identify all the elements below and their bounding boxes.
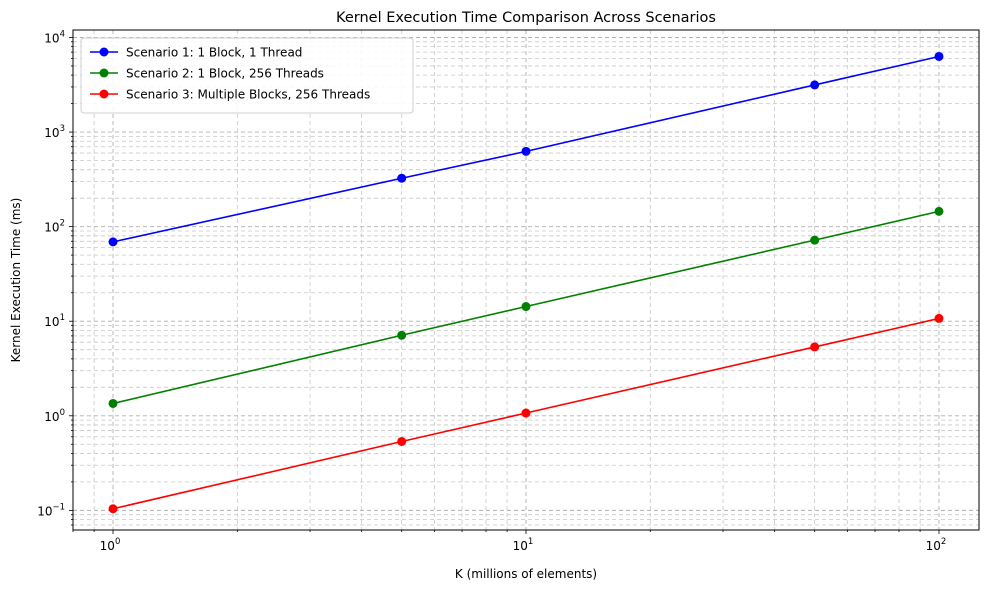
series-2-point: [810, 235, 820, 245]
series-2: [108, 206, 944, 408]
legend-item: Scenario 3: Multiple Blocks, 256 Threads: [90, 88, 370, 102]
x-tick-label: 102: [926, 537, 947, 553]
x-tick-label: 101: [513, 537, 534, 553]
series-2-point: [397, 330, 407, 340]
series-2-point: [521, 302, 531, 312]
y-tick-label: 101: [44, 313, 65, 329]
legend-box: [80, 37, 414, 114]
y-axis-label: Kernel Execution Time (ms): [9, 198, 23, 363]
x-axis-label: K (millions of elements): [455, 567, 597, 581]
series-3-point: [108, 504, 118, 514]
legend-item: Scenario 1: 1 Block, 1 Thread: [90, 46, 302, 60]
y-tick-label: 102: [44, 219, 65, 235]
series-1-point: [521, 146, 531, 156]
y-tick-label: 100: [44, 408, 65, 424]
series-3-point: [521, 408, 531, 418]
x-tick-label: 100: [100, 537, 121, 553]
legend-label: Scenario 3: Multiple Blocks, 256 Threads: [126, 88, 370, 102]
legend-marker: [99, 89, 109, 99]
chart-title: Kernel Execution Time Comparison Across …: [336, 10, 716, 26]
series-1-point: [934, 51, 944, 61]
legend: Scenario 1: 1 Block, 1 Thread Scenario 2:…: [80, 37, 414, 114]
y-tick-label: 103: [44, 124, 65, 140]
series-layer: [108, 51, 944, 514]
x-axis-ticks: 100 101 102: [72, 530, 947, 553]
series-1: [108, 51, 944, 247]
series-1-point: [397, 173, 407, 183]
series-3-point: [810, 342, 820, 352]
series-1-point: [108, 237, 118, 247]
legend-label: Scenario 2: 1 Block, 256 Threads: [126, 67, 324, 81]
series-2-point: [108, 398, 118, 408]
legend-item: Scenario 2: 1 Block, 256 Threads: [90, 67, 324, 81]
y-axis-ticks: 10−1 100 101 102 103 104: [37, 29, 73, 526]
y-tick-label: 10−1: [37, 502, 65, 518]
legend-label: Scenario 1: 1 Block, 1 Thread: [126, 46, 302, 60]
series-3-point: [397, 436, 407, 446]
y-tick-label: 104: [44, 29, 65, 45]
series-1-point: [810, 80, 820, 90]
series-2-point: [934, 206, 944, 216]
series-3-point: [934, 313, 944, 323]
series-3: [108, 313, 944, 514]
legend-marker: [99, 68, 109, 78]
legend-marker: [99, 47, 109, 57]
major-gridlines: [73, 30, 979, 530]
